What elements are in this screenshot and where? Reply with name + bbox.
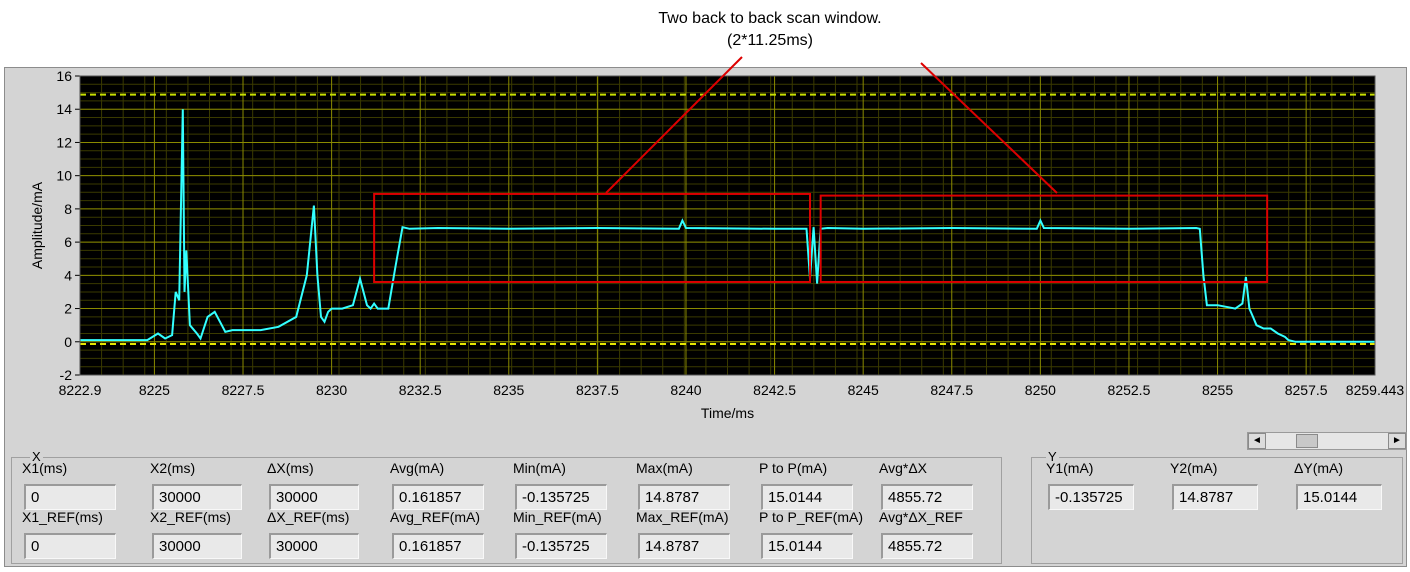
y-cursor-field-2-label: Y2(mA) (1170, 460, 1218, 476)
y-cursor-field-1-value[interactable]: -0.135725 (1048, 484, 1134, 510)
x-ref-field-8-value[interactable]: 4855.72 (881, 533, 973, 559)
y-tick-label: 6 (64, 234, 72, 250)
y-tick-label: -2 (60, 367, 73, 383)
current-trace (80, 109, 1375, 343)
scan-window-box-1 (373, 192, 812, 283)
x-cursor-field-2-value[interactable]: 30000 (152, 484, 242, 510)
waveform-panel: 8222.9 8225 8227.5 8230 8232.5 8235 8237.5 8240… (4, 67, 1407, 567)
x-ref-field-3-label: ΔX_REF(ms) (267, 509, 350, 525)
x-cursor-field-6-label: Max(mA) (636, 460, 693, 476)
x-cursor-field-8-value[interactable]: 4855.72 (881, 484, 973, 510)
x-tick-label: 8247.5 (930, 382, 973, 398)
x-ref-field-2-label: X2_REF(ms) (150, 509, 231, 525)
x-ref-field-5-label: Min_REF(mA) (513, 509, 602, 525)
y-cursor-field-3-value[interactable]: 15.0144 (1296, 484, 1382, 510)
x-ref-field-3-value[interactable]: 30000 (269, 533, 359, 559)
x-tick-label: 8250 (1025, 382, 1056, 398)
x-cursor-field-7-value[interactable]: 15.0144 (761, 484, 853, 510)
x-cursor-field-8-label: Avg*ΔX (879, 460, 928, 476)
scroll-thumb[interactable] (1296, 434, 1318, 448)
x-ref-field-6-label: Max_REF(mA) (636, 509, 729, 525)
scroll-right-button[interactable]: ► (1388, 433, 1406, 449)
x-tick-label: 8225 (139, 382, 170, 398)
x-cursor-group-label: X (30, 449, 43, 464)
scan-window-annotation: Two back to back scan window. (2*11.25ms… (560, 8, 980, 52)
x-ref-field-7-value[interactable]: 15.0144 (761, 533, 853, 559)
y-cursor-field-1-label: Y1(mA) (1046, 460, 1094, 476)
y-cursor-field-3-label: ΔY(mA) (1294, 460, 1344, 476)
y-axis-title: Amplitude/mA (29, 181, 45, 269)
x-ref-field-1-label: X1_REF(ms) (22, 509, 103, 525)
y-cursor-field-2-value[interactable]: 14.8787 (1172, 484, 1258, 510)
x-cursor-field-3-label: ΔX(ms) (267, 460, 314, 476)
x-tick-label: 8232.5 (399, 382, 442, 398)
x-ref-field-4-value[interactable]: 0.161857 (392, 533, 484, 559)
x-cursor-field-5-label: Min(mA) (513, 460, 566, 476)
x-tick-label: 8222.9 (59, 382, 102, 398)
x-cursor-field-2-label: X2(ms) (150, 460, 196, 476)
y-tick-label: 10 (56, 168, 72, 184)
x-ref-field-6-value[interactable]: 14.8787 (638, 533, 730, 559)
x-cursor-field-1-value[interactable]: 0 (24, 484, 116, 510)
x-tick-label: 8252.5 (1108, 382, 1151, 398)
y-cursor-group: Y Y1(mA) -0.135725 Y2(mA) 14.8787 ΔY(mA) 15.0… (1031, 449, 1403, 564)
annotation-line-1: Two back to back scan window. (658, 10, 882, 27)
x-cursor-field-7-label: P to P(mA) (759, 460, 828, 476)
x-ref-field-1-value[interactable]: 0 (24, 533, 116, 559)
x-cursor-field-5-value[interactable]: -0.135725 (515, 484, 607, 510)
x-tick-label: 8259.443 (1346, 382, 1405, 398)
scan-window-box-2 (819, 194, 1269, 283)
annotation-line-2: (2*11.25ms) (727, 32, 813, 49)
x-tick-label: 8230 (316, 382, 347, 398)
x-cursor-field-6-value[interactable]: 14.8787 (638, 484, 730, 510)
x-tick-label: 8242.5 (753, 382, 796, 398)
scroll-left-button[interactable]: ◄ (1248, 433, 1266, 449)
x-tick-label: 8255 (1202, 382, 1233, 398)
y-tick-label: 4 (64, 267, 72, 283)
x-ref-field-5-value[interactable]: -0.135725 (515, 533, 607, 559)
x-cursor-field-1-label: X1(ms) (22, 460, 68, 476)
x-tick-label: 8245 (848, 382, 879, 398)
x-axis-title: Time/ms (701, 405, 754, 421)
x-ref-field-7-label: P to P_REF(mA) (759, 509, 863, 525)
x-ref-field-8-label: Avg*ΔX_REF (879, 509, 963, 525)
y-tick-label: 8 (64, 201, 72, 217)
y-tick-label: 0 (64, 334, 72, 350)
x-cursor-field-4-label: Avg(mA) (390, 460, 445, 476)
x-tick-label: 8237.5 (576, 382, 619, 398)
waveform-chart[interactable]: 8222.9 8225 8227.5 8230 8232.5 8235 8237.5 8240… (5, 68, 1408, 433)
x-tick-label: 8227.5 (222, 382, 265, 398)
y-tick-label: 16 (56, 68, 72, 84)
x-cursor-field-3-value[interactable]: 30000 (269, 484, 359, 510)
x-cursor-field-4-value[interactable]: 0.161857 (392, 484, 484, 510)
x-tick-label: 8240 (670, 382, 701, 398)
time-scrollbar[interactable]: ◄ ► (1247, 432, 1407, 450)
y-cursor-group-label: Y (1046, 449, 1059, 464)
y-tick-label: 14 (56, 101, 72, 117)
x-tick-label: 8235 (493, 382, 524, 398)
x-tick-label: 8257.5 (1285, 382, 1328, 398)
x-cursor-group: X X1(ms) 0 X2(ms) 30000 ΔX(ms) 30000 Avg(mA) 0.… (11, 449, 1002, 564)
y-tick-label: 2 (64, 301, 72, 317)
x-ref-field-2-value[interactable]: 30000 (152, 533, 242, 559)
x-ref-field-4-label: Avg_REF(mA) (390, 509, 480, 525)
y-tick-label: 12 (56, 134, 72, 150)
